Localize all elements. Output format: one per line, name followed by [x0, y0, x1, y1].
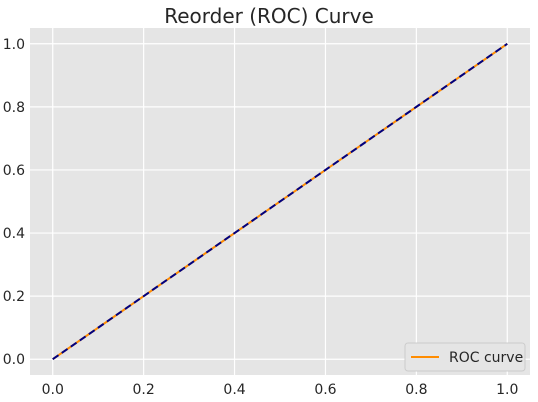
x-tick-label: 0.8: [405, 382, 427, 398]
y-tick-label: 1.0: [3, 37, 25, 53]
y-tick-label: 0.6: [3, 163, 25, 179]
legend-label-roc-curve: ROC curve: [449, 350, 523, 366]
x-tick-label: 1.0: [496, 382, 518, 398]
y-tick-labels: 0.0 0.2 0.4 0.6 0.8 1.0: [3, 37, 25, 368]
x-tick-label: 0.6: [314, 382, 336, 398]
x-tick-label: 0.4: [223, 382, 245, 398]
legend-box: [404, 342, 526, 372]
y-tick-label: 0.8: [3, 100, 25, 116]
legend: ROC curve: [404, 342, 526, 372]
chart-title: Reorder (ROC) Curve: [164, 4, 374, 28]
y-tick-label: 0.0: [3, 352, 25, 368]
x-tick-labels: 0.0 0.2 0.4 0.6 0.8 1.0: [42, 382, 519, 398]
y-tick-label: 0.2: [3, 289, 25, 305]
y-tick-label: 0.4: [3, 226, 25, 242]
x-tick-label: 0.0: [42, 382, 64, 398]
diagonal-reference-line: [52, 42, 508, 361]
series-lines: [52, 42, 508, 361]
x-tick-label: 0.2: [133, 382, 155, 398]
